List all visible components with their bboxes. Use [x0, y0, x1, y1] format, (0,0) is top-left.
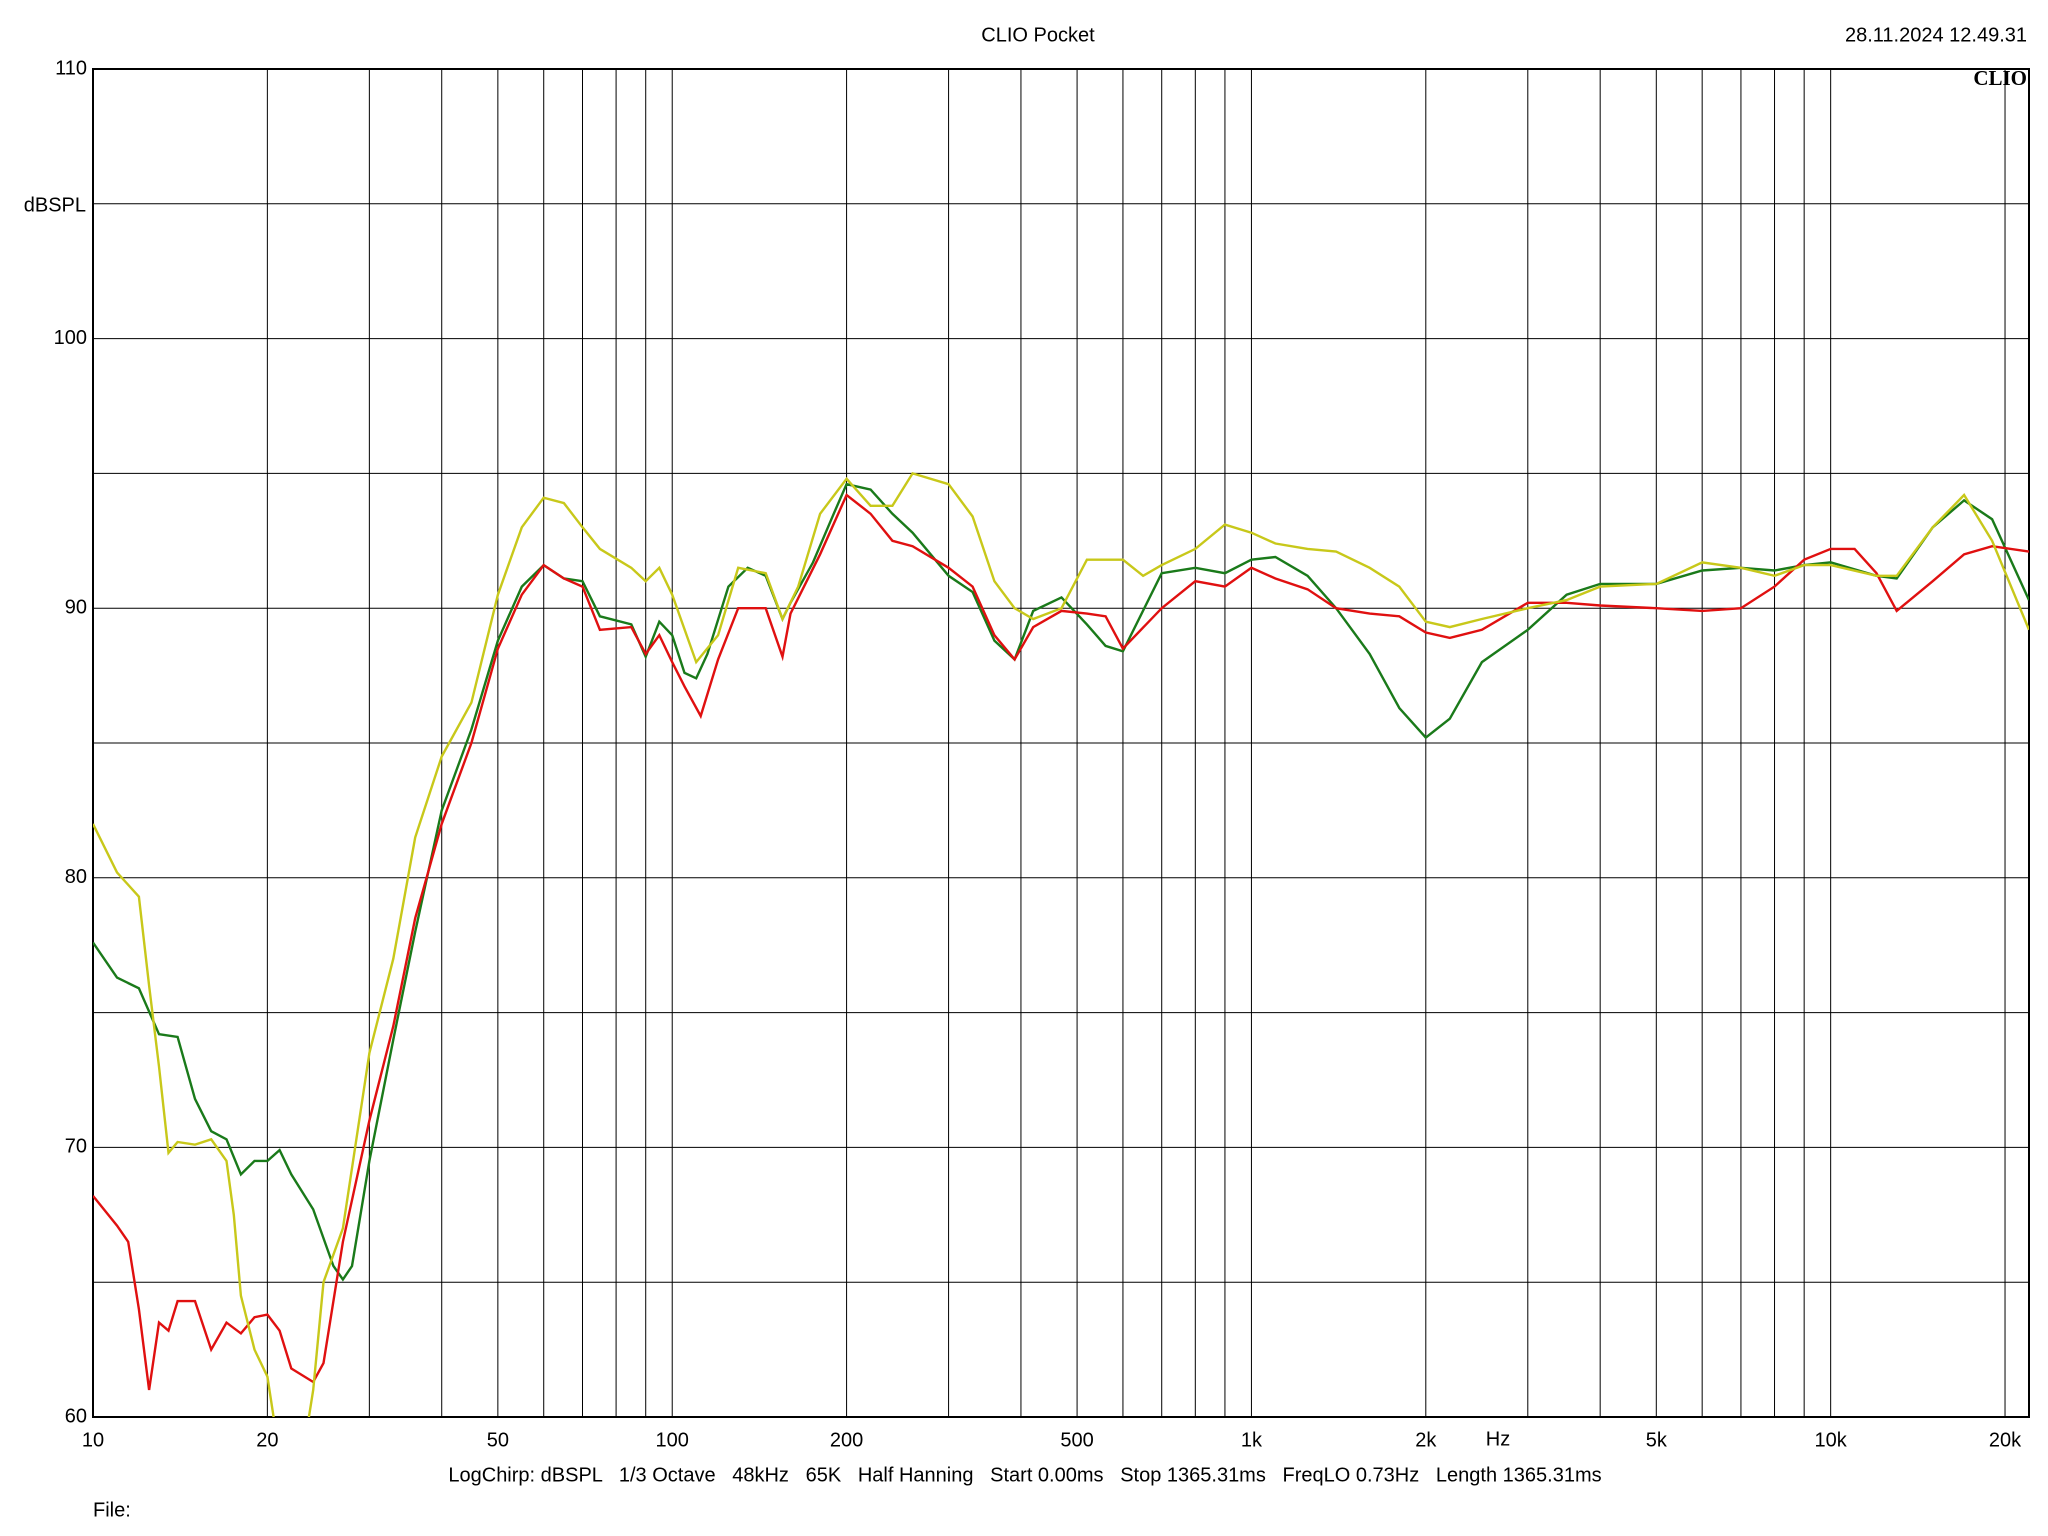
- y-tick-label: 100: [54, 327, 87, 349]
- x-tick-label: 2k: [1415, 1429, 1437, 1451]
- y-tick-label: 90: [65, 596, 87, 618]
- y-axis-label: dBSPL: [24, 194, 86, 216]
- timestamp: 28.11.2024 12.49.31: [1845, 24, 2027, 46]
- series-line: [93, 493, 2029, 1391]
- x-tick-label: 20k: [1989, 1429, 2022, 1451]
- footer: LogChirp: dBSPL 1/3 Octave 48kHz 65K Hal…: [448, 1464, 1601, 1486]
- x-tick-label: 50: [487, 1429, 509, 1451]
- series-line: [93, 482, 2029, 1282]
- y-tick-label: 110: [55, 57, 87, 79]
- plot-frame: [92, 68, 2030, 1418]
- x-tick-label: 10k: [1815, 1429, 1848, 1451]
- y-tick-label: 60: [65, 1405, 87, 1427]
- y-tick-label: 70: [65, 1136, 87, 1158]
- series-line: [93, 471, 2029, 1417]
- x-tick-label: 100: [656, 1429, 689, 1451]
- x-tick-label: 200: [830, 1429, 863, 1451]
- x-axis-label: Hz: [1486, 1428, 1510, 1450]
- file-label: File:: [93, 1499, 131, 1521]
- x-tick-label: 500: [1060, 1429, 1093, 1451]
- x-tick-label: 20: [256, 1429, 278, 1451]
- x-tick-label: 5k: [1646, 1429, 1668, 1451]
- x-tick-label: 10: [82, 1429, 104, 1451]
- chart-title: CLIO Pocket: [981, 24, 1095, 46]
- y-tick-label: 80: [65, 866, 87, 888]
- x-tick-label: 1k: [1241, 1429, 1263, 1451]
